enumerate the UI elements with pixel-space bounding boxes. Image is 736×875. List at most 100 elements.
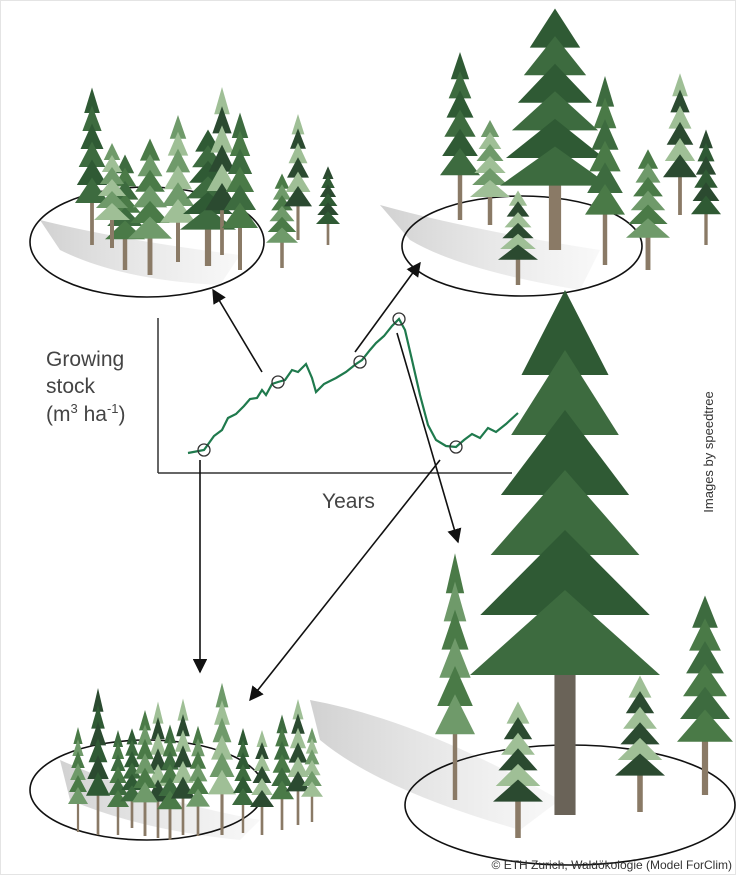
crown-layer bbox=[165, 148, 191, 173]
crown-layer bbox=[229, 130, 251, 156]
tree bbox=[585, 76, 625, 265]
crown-layer bbox=[292, 699, 304, 720]
unit-part: (m bbox=[46, 403, 71, 426]
tree bbox=[440, 52, 480, 220]
crown-layer bbox=[101, 155, 123, 172]
crown-layer bbox=[214, 87, 230, 115]
unit-part: ha bbox=[78, 403, 108, 426]
crown-layer bbox=[508, 190, 528, 206]
crown-layer bbox=[208, 769, 236, 795]
crown-layer bbox=[317, 202, 339, 215]
crown-layer bbox=[288, 142, 308, 164]
crown-layer bbox=[450, 52, 470, 80]
crown-layer bbox=[69, 775, 87, 792]
crown-layer bbox=[630, 190, 666, 211]
tree bbox=[208, 682, 236, 835]
crown-layer bbox=[291, 713, 305, 734]
crown-layer bbox=[192, 725, 204, 744]
crown-layer bbox=[286, 771, 310, 792]
crown-layer bbox=[137, 154, 163, 177]
crown-layer bbox=[505, 118, 605, 158]
unit-sup: -1 bbox=[107, 401, 119, 416]
crown-layer bbox=[80, 123, 104, 149]
tree bbox=[160, 115, 196, 262]
crown-layer bbox=[495, 763, 541, 786]
side-credit: Images by speedtree bbox=[701, 391, 716, 512]
crown-layer bbox=[686, 641, 724, 674]
crown-layer bbox=[163, 165, 193, 190]
crown-layer bbox=[115, 154, 135, 174]
crown-layer bbox=[506, 201, 530, 217]
crown-layer bbox=[86, 772, 110, 796]
crown-layer bbox=[506, 701, 530, 724]
arrows bbox=[192, 261, 462, 702]
crown-layer bbox=[272, 754, 292, 773]
crown-layer bbox=[440, 148, 480, 176]
crown-layer bbox=[89, 721, 107, 746]
crown-layer bbox=[699, 129, 713, 149]
crown-layer bbox=[439, 637, 471, 678]
crown-layer bbox=[137, 724, 153, 745]
crown-layer bbox=[628, 204, 668, 224]
crown-layer bbox=[529, 8, 581, 48]
tree bbox=[493, 701, 543, 838]
tree bbox=[222, 112, 258, 270]
crown-layer bbox=[289, 727, 307, 749]
crown-layer bbox=[615, 753, 665, 776]
crown-layer bbox=[500, 146, 610, 186]
crown-layer bbox=[291, 114, 305, 135]
stage-marker bbox=[271, 375, 285, 389]
crown-layer bbox=[501, 732, 535, 755]
crown-layer bbox=[99, 167, 125, 184]
crown-layer bbox=[290, 128, 306, 149]
stage-marker bbox=[449, 440, 463, 454]
crown-layer bbox=[287, 157, 309, 178]
crown-layer bbox=[620, 722, 660, 745]
crown-layer bbox=[132, 185, 168, 208]
crown-layer bbox=[133, 767, 157, 788]
crown-layer bbox=[161, 750, 179, 770]
crown-layer bbox=[235, 752, 251, 769]
crown-layer bbox=[72, 739, 84, 756]
crown-layer bbox=[107, 790, 129, 807]
crown-layer bbox=[511, 350, 619, 435]
crown-layer bbox=[139, 138, 161, 161]
crown-layer bbox=[250, 790, 274, 807]
plot-ellipse bbox=[401, 195, 643, 297]
tree bbox=[75, 87, 109, 245]
crown-layer bbox=[94, 203, 130, 220]
crown-layer bbox=[480, 530, 650, 615]
crown-layer bbox=[135, 169, 165, 192]
crown-layer bbox=[157, 790, 183, 810]
crown-layer bbox=[167, 131, 189, 156]
crown-layer bbox=[504, 212, 532, 228]
tree bbox=[498, 190, 538, 285]
crown-layer bbox=[595, 76, 615, 107]
crown-layer bbox=[625, 691, 655, 714]
crown-layer bbox=[225, 166, 255, 192]
crown-layer bbox=[177, 698, 189, 721]
crown-layer bbox=[623, 706, 657, 729]
stage-marker bbox=[197, 443, 211, 457]
tree bbox=[68, 727, 88, 832]
crown-layer bbox=[593, 97, 617, 129]
tree bbox=[470, 120, 510, 225]
crown-layer bbox=[237, 728, 249, 745]
crown-layer bbox=[626, 218, 670, 238]
crown-layer bbox=[126, 728, 138, 745]
crown-layer bbox=[500, 233, 536, 249]
crown-layer bbox=[91, 704, 105, 729]
crown-layer bbox=[677, 709, 733, 742]
crown-layer bbox=[256, 730, 268, 747]
crown-layer bbox=[139, 710, 151, 731]
crown-layer bbox=[92, 688, 104, 712]
crown-layer bbox=[132, 782, 158, 803]
crown-layer bbox=[442, 128, 478, 156]
crown-layer bbox=[474, 156, 506, 173]
crown-layer bbox=[435, 694, 475, 735]
crown-layer bbox=[222, 202, 258, 228]
crown-layer bbox=[272, 184, 292, 200]
crown-layer bbox=[635, 163, 661, 183]
crown-layer bbox=[173, 745, 193, 768]
crown-layer bbox=[443, 581, 467, 622]
